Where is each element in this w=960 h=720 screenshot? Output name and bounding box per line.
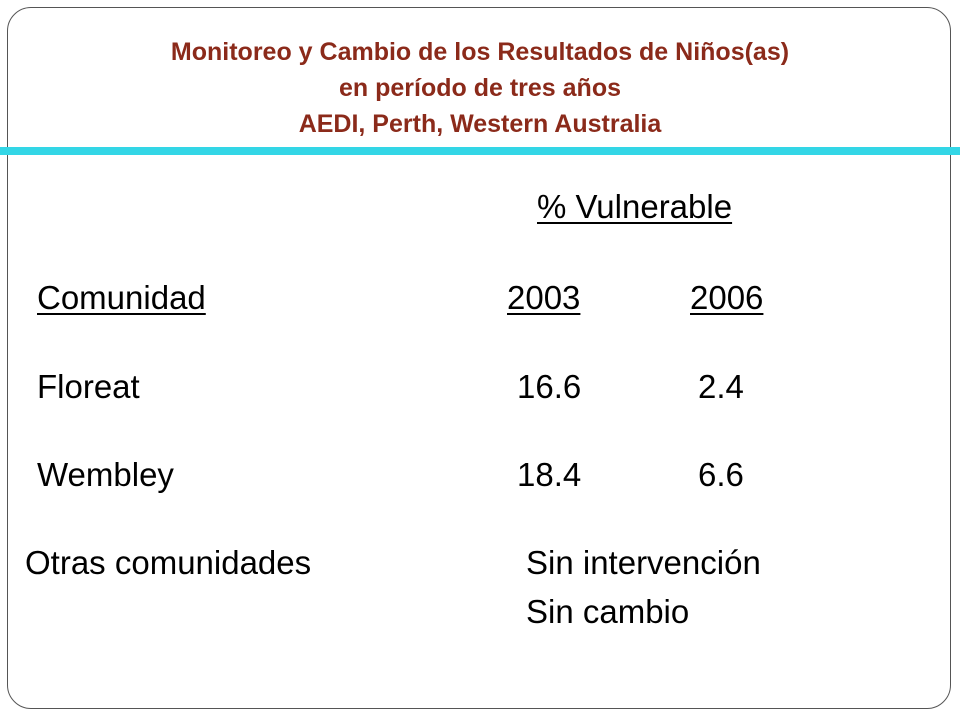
column-header-community: Comunidad — [37, 279, 206, 316]
other-note-no-change: Sin cambio — [526, 593, 690, 630]
title-line-1: Monitoreo y Cambio de los Resultados de … — [170, 38, 790, 66]
slide-frame — [7, 7, 951, 709]
row-floreat-2003: 16.6 — [517, 368, 582, 405]
row-wembley-2003: 18.4 — [517, 456, 582, 493]
row-floreat-community: Floreat — [37, 368, 140, 405]
column-header-2006: 2006 — [690, 279, 764, 316]
row-wembley-2006: 6.6 — [698, 456, 744, 493]
title-divider — [0, 147, 960, 155]
title-line-3: AEDI, Perth, Western Australia — [298, 110, 662, 138]
row-floreat-2006: 2.4 — [698, 368, 744, 405]
title-line-2: en período de tres años — [338, 74, 621, 102]
row-wembley-community: Wembley — [37, 456, 174, 493]
group-header-vulnerable: % Vulnerable — [537, 188, 733, 225]
other-communities-label: Otras comunidades — [25, 544, 312, 581]
column-header-2003: 2003 — [507, 279, 581, 316]
slide-title: Monitoreo y Cambio de los Resultados de … — [0, 34, 960, 142]
other-note-no-intervention: Sin intervención — [526, 544, 761, 581]
